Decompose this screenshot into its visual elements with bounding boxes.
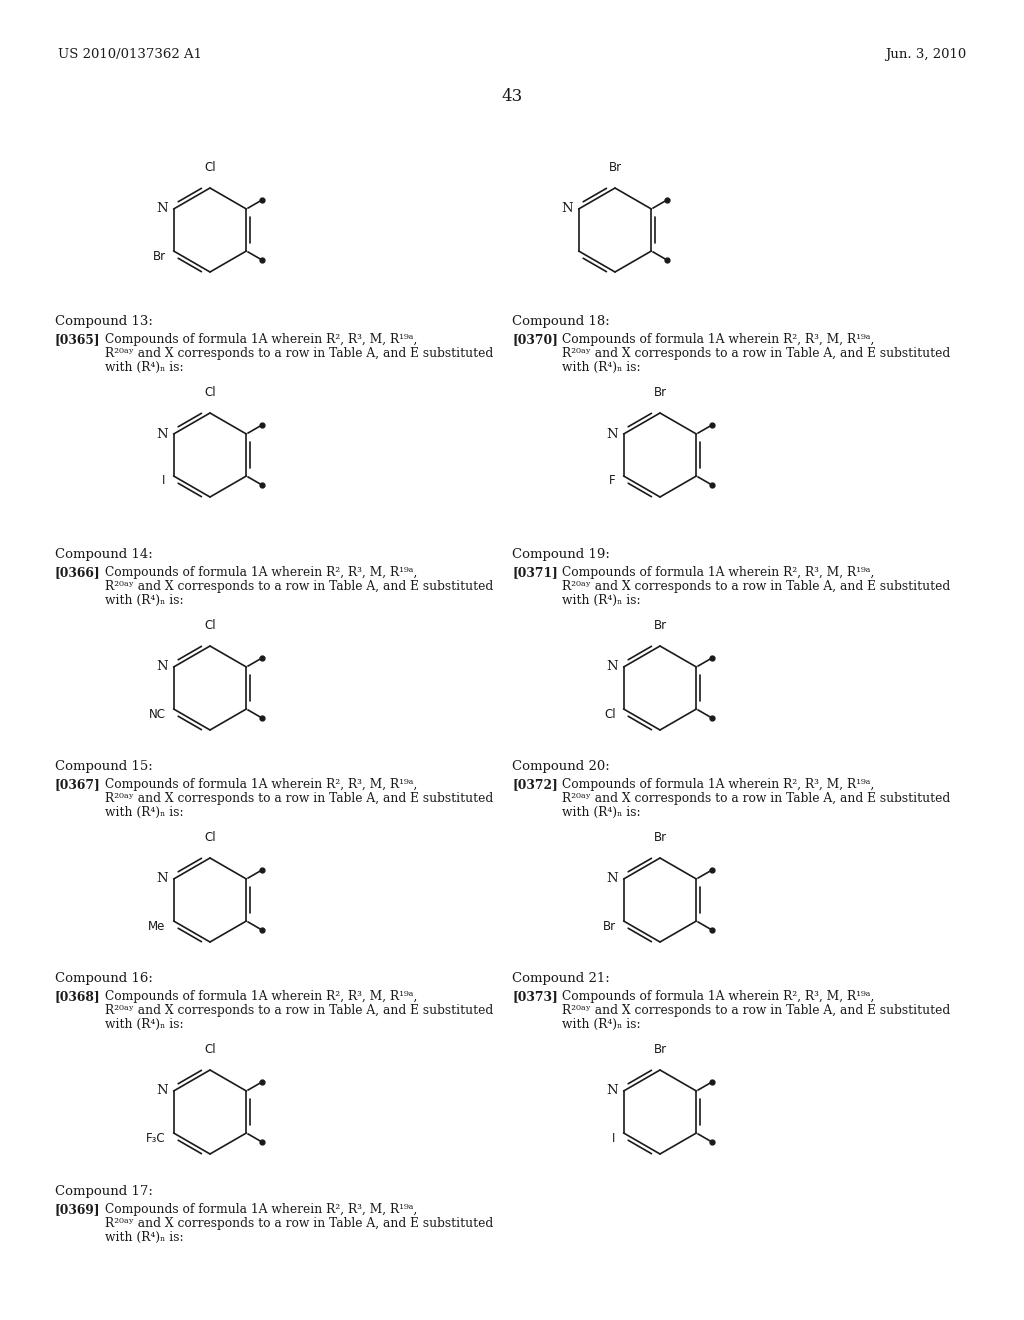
Text: with (R⁴)ₙ is:: with (R⁴)ₙ is:	[562, 594, 641, 607]
Text: Compound 16:: Compound 16:	[55, 972, 153, 985]
Text: R²⁰ᵃʸ and X corresponds to a row in Table A, and E substituted: R²⁰ᵃʸ and X corresponds to a row in Tabl…	[105, 792, 494, 805]
Text: Cl: Cl	[204, 619, 216, 632]
Text: Compound 15:: Compound 15:	[55, 760, 153, 774]
Text: Compounds of formula 1A wherein R², R³, M, R¹⁹ᵃ,: Compounds of formula 1A wherein R², R³, …	[562, 990, 874, 1003]
Text: [0369]: [0369]	[55, 1203, 100, 1216]
Text: Cl: Cl	[204, 1043, 216, 1056]
Text: with (R⁴)ₙ is:: with (R⁴)ₙ is:	[562, 360, 641, 374]
Text: Br: Br	[653, 832, 667, 843]
Text: Br: Br	[153, 249, 166, 263]
Text: Me: Me	[148, 920, 166, 932]
Text: N: N	[156, 1085, 168, 1097]
Text: R²⁰ᵃʸ and X corresponds to a row in Table A, and E substituted: R²⁰ᵃʸ and X corresponds to a row in Tabl…	[562, 1005, 950, 1016]
Text: Br: Br	[653, 1043, 667, 1056]
Text: with (R⁴)ₙ is:: with (R⁴)ₙ is:	[562, 807, 641, 818]
Text: R²⁰ᵃʸ and X corresponds to a row in Table A, and E substituted: R²⁰ᵃʸ and X corresponds to a row in Tabl…	[562, 347, 950, 360]
Text: N: N	[156, 660, 168, 673]
Text: Compounds of formula 1A wherein R², R³, M, R¹⁹ᵃ,: Compounds of formula 1A wherein R², R³, …	[105, 333, 418, 346]
Text: [0366]: [0366]	[55, 566, 100, 579]
Text: Br: Br	[602, 920, 615, 932]
Text: with (R⁴)ₙ is:: with (R⁴)ₙ is:	[105, 1018, 183, 1031]
Text: with (R⁴)ₙ is:: with (R⁴)ₙ is:	[105, 1232, 183, 1243]
Text: N: N	[606, 428, 617, 441]
Text: R²⁰ᵃʸ and X corresponds to a row in Table A, and E substituted: R²⁰ᵃʸ and X corresponds to a row in Tabl…	[105, 579, 494, 593]
Text: Compounds of formula 1A wherein R², R³, M, R¹⁹ᵃ,: Compounds of formula 1A wherein R², R³, …	[562, 566, 874, 579]
Text: 43: 43	[502, 88, 522, 106]
Text: R²⁰ᵃʸ and X corresponds to a row in Table A, and E substituted: R²⁰ᵃʸ and X corresponds to a row in Tabl…	[562, 792, 950, 805]
Text: Compound 13:: Compound 13:	[55, 315, 153, 327]
Text: F: F	[609, 474, 615, 487]
Text: [0370]: [0370]	[512, 333, 558, 346]
Text: with (R⁴)ₙ is:: with (R⁴)ₙ is:	[562, 1018, 641, 1031]
Text: Cl: Cl	[204, 161, 216, 174]
Text: F₃C: F₃C	[146, 1131, 166, 1144]
Text: US 2010/0137362 A1: US 2010/0137362 A1	[58, 48, 202, 61]
Text: N: N	[606, 1085, 617, 1097]
Text: Compound 19:: Compound 19:	[512, 548, 610, 561]
Text: Cl: Cl	[204, 385, 216, 399]
Text: Br: Br	[608, 161, 622, 174]
Text: with (R⁴)ₙ is:: with (R⁴)ₙ is:	[105, 594, 183, 607]
Text: with (R⁴)ₙ is:: with (R⁴)ₙ is:	[105, 360, 183, 374]
Text: N: N	[156, 428, 168, 441]
Text: N: N	[561, 202, 572, 215]
Text: [0368]: [0368]	[55, 990, 100, 1003]
Text: with (R⁴)ₙ is:: with (R⁴)ₙ is:	[105, 807, 183, 818]
Text: N: N	[606, 873, 617, 886]
Text: Br: Br	[653, 619, 667, 632]
Text: R²⁰ᵃʸ and X corresponds to a row in Table A, and E substituted: R²⁰ᵃʸ and X corresponds to a row in Tabl…	[562, 579, 950, 593]
Text: Cl: Cl	[604, 708, 615, 721]
Text: N: N	[606, 660, 617, 673]
Text: N: N	[156, 202, 168, 215]
Text: [0367]: [0367]	[55, 777, 100, 791]
Text: [0371]: [0371]	[512, 566, 558, 579]
Text: [0372]: [0372]	[512, 777, 558, 791]
Text: Compound 21:: Compound 21:	[512, 972, 609, 985]
Text: I: I	[612, 1131, 615, 1144]
Text: Compound 17:: Compound 17:	[55, 1185, 153, 1199]
Text: Compound 20:: Compound 20:	[512, 760, 609, 774]
Text: Br: Br	[653, 385, 667, 399]
Text: [0365]: [0365]	[55, 333, 100, 346]
Text: [0373]: [0373]	[512, 990, 558, 1003]
Text: R²⁰ᵃʸ and X corresponds to a row in Table A, and E substituted: R²⁰ᵃʸ and X corresponds to a row in Tabl…	[105, 1217, 494, 1230]
Text: Compounds of formula 1A wherein R², R³, M, R¹⁹ᵃ,: Compounds of formula 1A wherein R², R³, …	[562, 333, 874, 346]
Text: Compounds of formula 1A wherein R², R³, M, R¹⁹ᵃ,: Compounds of formula 1A wherein R², R³, …	[105, 990, 418, 1003]
Text: Jun. 3, 2010: Jun. 3, 2010	[885, 48, 966, 61]
Text: Cl: Cl	[204, 832, 216, 843]
Text: I: I	[162, 474, 166, 487]
Text: R²⁰ᵃʸ and X corresponds to a row in Table A, and E substituted: R²⁰ᵃʸ and X corresponds to a row in Tabl…	[105, 347, 494, 360]
Text: Compounds of formula 1A wherein R², R³, M, R¹⁹ᵃ,: Compounds of formula 1A wherein R², R³, …	[105, 777, 418, 791]
Text: R²⁰ᵃʸ and X corresponds to a row in Table A, and E substituted: R²⁰ᵃʸ and X corresponds to a row in Tabl…	[105, 1005, 494, 1016]
Text: N: N	[156, 873, 168, 886]
Text: Compounds of formula 1A wherein R², R³, M, R¹⁹ᵃ,: Compounds of formula 1A wherein R², R³, …	[105, 1203, 418, 1216]
Text: Compound 14:: Compound 14:	[55, 548, 153, 561]
Text: Compounds of formula 1A wherein R², R³, M, R¹⁹ᵃ,: Compounds of formula 1A wherein R², R³, …	[562, 777, 874, 791]
Text: Compound 18:: Compound 18:	[512, 315, 609, 327]
Text: NC: NC	[148, 708, 166, 721]
Text: Compounds of formula 1A wherein R², R³, M, R¹⁹ᵃ,: Compounds of formula 1A wherein R², R³, …	[105, 566, 418, 579]
